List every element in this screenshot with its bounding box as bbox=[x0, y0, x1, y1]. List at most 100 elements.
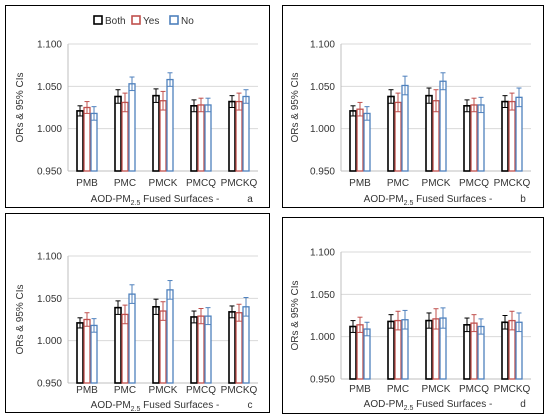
bar-no-pmck bbox=[439, 80, 447, 172]
error-bar-no-pmb bbox=[91, 318, 97, 333]
bar-no-pmckq bbox=[515, 96, 523, 172]
error-bar-both-pmckq bbox=[502, 315, 508, 330]
panel-letter: d bbox=[520, 399, 526, 410]
panel-letter: b bbox=[520, 194, 526, 205]
bar-no-pmb bbox=[90, 112, 98, 172]
y-tick-label: 1.000 bbox=[310, 124, 335, 135]
error-bar-no-pmb bbox=[364, 106, 370, 121]
error-bar-both-pmck bbox=[153, 298, 159, 315]
y-tick-label: 0.950 bbox=[310, 375, 335, 386]
legend-label-both: Both bbox=[105, 16, 126, 27]
y-tick-label: 1.100 bbox=[310, 40, 335, 51]
bar-yes-pmcq bbox=[470, 104, 478, 172]
x-tick-label: PMCQ bbox=[186, 178, 216, 189]
error-bar-no-pmc bbox=[402, 75, 408, 96]
bar-yes-pmcq bbox=[197, 104, 205, 172]
y-tick-label: 1.000 bbox=[37, 124, 62, 135]
error-bar-no-pmckq bbox=[516, 87, 522, 108]
x-axis-title: AOD-PM2.5 Fused Surfaces - bbox=[364, 194, 493, 207]
error-bar-both-pmckq bbox=[229, 305, 235, 319]
y-tick-label: 1.000 bbox=[37, 336, 62, 347]
bar-both-pmck bbox=[152, 94, 160, 172]
error-bar-no-pmckq bbox=[243, 89, 249, 104]
error-bar-no-pmckq bbox=[243, 296, 249, 317]
bar-both-pmc bbox=[387, 320, 395, 380]
bar-both-pmcq bbox=[190, 316, 198, 384]
error-bar-both-pmb bbox=[350, 105, 356, 117]
bar-yes-pmck bbox=[159, 310, 167, 384]
bar-yes-pmb bbox=[83, 106, 91, 172]
chart-panel-b: 0.950 1.000 1.050 1.100 PMB PMC PMCK PMCQ PMCKQ O… bbox=[282, 5, 544, 208]
bar-both-pmc bbox=[387, 95, 395, 172]
x-tick-label: PMCK bbox=[149, 178, 178, 189]
x-tick-label: PMC bbox=[387, 384, 409, 395]
bar-both-pmckq bbox=[501, 321, 509, 380]
x-tick-label: PMC bbox=[387, 178, 409, 189]
legend-swatch-both bbox=[93, 15, 103, 25]
error-bar-both-pmckq bbox=[229, 95, 235, 108]
y-tick-label: 1.000 bbox=[310, 332, 335, 343]
bar-both-pmckq bbox=[501, 100, 509, 172]
x-axis-title: AOD-PM2.5 Fused Surfaces - bbox=[364, 399, 493, 412]
bar-both-pmcq bbox=[463, 324, 471, 380]
y-tick-label: 1.100 bbox=[37, 40, 62, 51]
error-bar-yes-pmck bbox=[433, 308, 439, 330]
error-bar-both-pmck bbox=[426, 312, 432, 329]
bar-both-pmckq bbox=[228, 311, 236, 384]
y-tick-label: 0.950 bbox=[310, 167, 335, 178]
bar-both-pmck bbox=[425, 319, 433, 380]
error-bar-yes-pmck bbox=[160, 90, 166, 111]
x-tick-label: PMB bbox=[349, 178, 371, 189]
y-axis-title: ORs & 95% CIs bbox=[15, 284, 26, 354]
bar-no-pmcq bbox=[477, 104, 485, 172]
error-bar-both-pmck bbox=[426, 87, 432, 104]
bar-no-pmck bbox=[166, 289, 174, 384]
legend: Both Yes No bbox=[93, 15, 194, 27]
error-bar-yes-pmckq bbox=[509, 310, 515, 331]
legend-swatch-no bbox=[169, 15, 179, 25]
x-tick-label: PMCQ bbox=[186, 385, 216, 396]
bar-no-pmckq bbox=[242, 95, 250, 172]
x-tick-label: PMCQ bbox=[459, 384, 489, 395]
error-bar-no-pmcq bbox=[478, 96, 484, 114]
y-tick-label: 0.950 bbox=[37, 379, 62, 390]
y-tick-label: 0.950 bbox=[37, 167, 62, 178]
chart-svg-c: 0.950 1.000 1.050 1.100 PMB PMC PMCK PMCQ PMCKQ O… bbox=[15, 252, 258, 413]
bar-both-pmc bbox=[114, 306, 122, 384]
error-bar-both-pmb bbox=[77, 105, 83, 117]
legend-swatch-yes bbox=[131, 15, 141, 25]
bar-yes-pmb bbox=[83, 318, 91, 384]
bar-both-pmb bbox=[76, 322, 84, 384]
error-bar-no-pmck bbox=[167, 280, 173, 300]
error-bar-yes-pmb bbox=[357, 316, 363, 333]
error-bar-both-pmcq bbox=[191, 99, 197, 113]
bar-no-pmc bbox=[128, 83, 136, 172]
legend-label-yes: Yes bbox=[143, 16, 159, 27]
error-bar-both-pmb bbox=[77, 317, 83, 329]
error-bar-no-pmc bbox=[129, 284, 135, 304]
chart-panel-d: 0.950 1.000 1.050 1.100 PMB PMC PMCK PMCQ PMCKQ O… bbox=[282, 217, 544, 414]
bar-no-pmck bbox=[166, 78, 174, 172]
bar-both-pmck bbox=[152, 306, 160, 384]
x-tick-label: PMCK bbox=[149, 385, 178, 396]
chart-svg-a: 0.950 1.000 1.050 1.100 PMB PMC PMCK PMCQ PMCKQ O… bbox=[15, 15, 258, 207]
error-bar-yes-pmb bbox=[84, 312, 90, 327]
error-bar-yes-pmcq bbox=[471, 97, 477, 113]
error-bar-both-pmb bbox=[350, 320, 356, 333]
y-tick-label: 1.050 bbox=[310, 290, 335, 301]
bar-both-pmck bbox=[425, 94, 433, 172]
error-bar-no-pmcq bbox=[205, 307, 211, 326]
error-bar-both-pmc bbox=[115, 300, 121, 315]
bar-both-pmb bbox=[349, 325, 357, 380]
bar-no-pmcq bbox=[204, 315, 212, 384]
error-bar-no-pmc bbox=[402, 309, 408, 330]
x-tick-label: PMB bbox=[76, 178, 98, 189]
error-bar-yes-pmck bbox=[433, 89, 439, 113]
x-tick-label: PMCKQ bbox=[221, 385, 258, 396]
error-bar-yes-pmc bbox=[122, 304, 128, 325]
bar-both-pmckq bbox=[228, 100, 236, 172]
bar-no-pmcq bbox=[204, 104, 212, 172]
y-tick-label: 1.100 bbox=[310, 248, 335, 259]
y-axis-title: ORs & 95% CIs bbox=[290, 72, 301, 142]
error-bar-yes-pmb bbox=[84, 101, 90, 114]
